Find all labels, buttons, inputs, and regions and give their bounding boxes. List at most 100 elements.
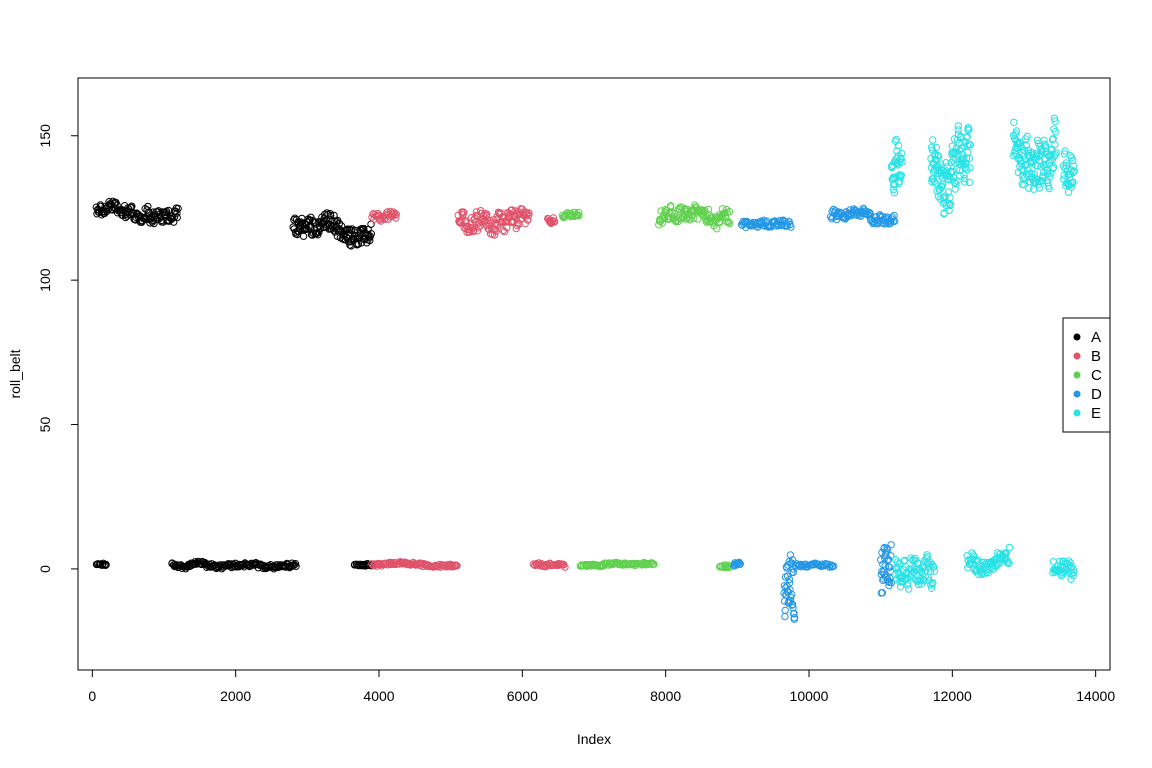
point-e — [942, 159, 950, 167]
point-d — [882, 573, 890, 582]
point-b — [524, 216, 532, 224]
point-e — [1049, 163, 1058, 172]
point-a — [290, 216, 298, 224]
legend-marker-e — [1073, 409, 1081, 417]
point-e — [963, 132, 971, 141]
point-e — [1070, 568, 1078, 577]
series-c — [558, 201, 734, 572]
point-b — [549, 214, 557, 222]
point-e — [1020, 146, 1029, 155]
point-c — [725, 207, 734, 216]
point-e — [1010, 118, 1018, 127]
point-a — [365, 234, 374, 242]
legend-marker-d — [1073, 390, 1081, 398]
point-e — [1069, 178, 1077, 187]
point-e — [1069, 565, 1078, 574]
point-d — [785, 218, 793, 226]
point-e — [951, 185, 959, 193]
point-e — [1040, 136, 1048, 145]
point-b — [561, 563, 569, 571]
x-tick-label: 12000 — [933, 688, 972, 704]
point-c — [704, 205, 713, 214]
point-c — [726, 219, 734, 228]
point-a — [173, 213, 181, 222]
point-b — [426, 562, 434, 570]
point-b — [392, 214, 400, 222]
point-e — [953, 177, 961, 185]
point-a — [128, 202, 136, 210]
point-d — [788, 556, 797, 564]
point-b — [500, 228, 509, 236]
point-b — [525, 211, 533, 219]
point-d — [785, 575, 794, 584]
y-axis-title: roll_belt — [7, 349, 23, 398]
point-a — [134, 210, 143, 219]
point-e — [1005, 559, 1013, 567]
point-e — [944, 188, 953, 196]
point-e — [1016, 138, 1024, 147]
point-e — [1020, 151, 1028, 159]
point-e — [927, 584, 936, 592]
point-b — [506, 210, 514, 219]
legend-label-c: C — [1091, 367, 1102, 384]
point-e — [955, 166, 964, 175]
point-d — [887, 541, 895, 549]
point-b — [525, 209, 533, 217]
legend-box — [1062, 317, 1111, 433]
point-e — [1020, 181, 1028, 189]
point-e — [898, 158, 906, 166]
point-d — [888, 213, 896, 221]
x-tick-label: 2000 — [220, 688, 251, 704]
point-e — [962, 154, 971, 162]
point-e — [961, 178, 969, 186]
point-e — [1070, 167, 1078, 175]
point-b — [396, 558, 404, 566]
point-e — [1065, 557, 1073, 565]
point-e — [900, 557, 908, 565]
point-d — [878, 589, 887, 597]
point-d — [786, 586, 794, 594]
point-d — [830, 562, 838, 570]
point-e — [1051, 117, 1059, 125]
y-tick-label: 100 — [37, 268, 53, 292]
point-b — [503, 223, 511, 232]
point-b — [385, 558, 394, 567]
point-a — [309, 229, 317, 237]
point-e — [1023, 132, 1031, 141]
point-e — [966, 164, 974, 172]
point-e — [1004, 558, 1012, 566]
point-e — [929, 136, 937, 144]
point-d — [887, 578, 896, 587]
point-a — [98, 560, 107, 569]
point-e — [934, 152, 943, 160]
point-c — [721, 562, 730, 570]
point-e — [1017, 159, 1026, 168]
point-c — [690, 214, 698, 222]
point-e — [1049, 558, 1058, 566]
point-b — [492, 227, 500, 235]
point-e — [1062, 159, 1071, 167]
legend-label-a: A — [1091, 329, 1101, 346]
point-a — [327, 211, 335, 220]
point-c — [650, 560, 658, 568]
point-e — [943, 163, 951, 171]
y-tick-label: 150 — [37, 124, 53, 148]
point-e — [907, 554, 915, 562]
point-b — [460, 209, 468, 217]
y-axis: 0 50 100 150 — [37, 124, 79, 573]
point-e — [1069, 156, 1077, 165]
point-e — [1040, 140, 1049, 149]
point-e — [965, 178, 974, 187]
data-points — [92, 114, 1078, 623]
point-e — [920, 563, 928, 572]
x-axis: 0 2000 4000 6000 8000 10000 12000 14000 — [88, 669, 1115, 704]
point-d — [890, 211, 898, 220]
point-d — [886, 574, 894, 582]
point-e — [948, 142, 956, 151]
x-axis-title: Index — [577, 731, 611, 747]
point-d — [790, 609, 798, 618]
point-e — [946, 200, 955, 209]
point-e — [918, 567, 926, 576]
series-a — [92, 197, 376, 573]
